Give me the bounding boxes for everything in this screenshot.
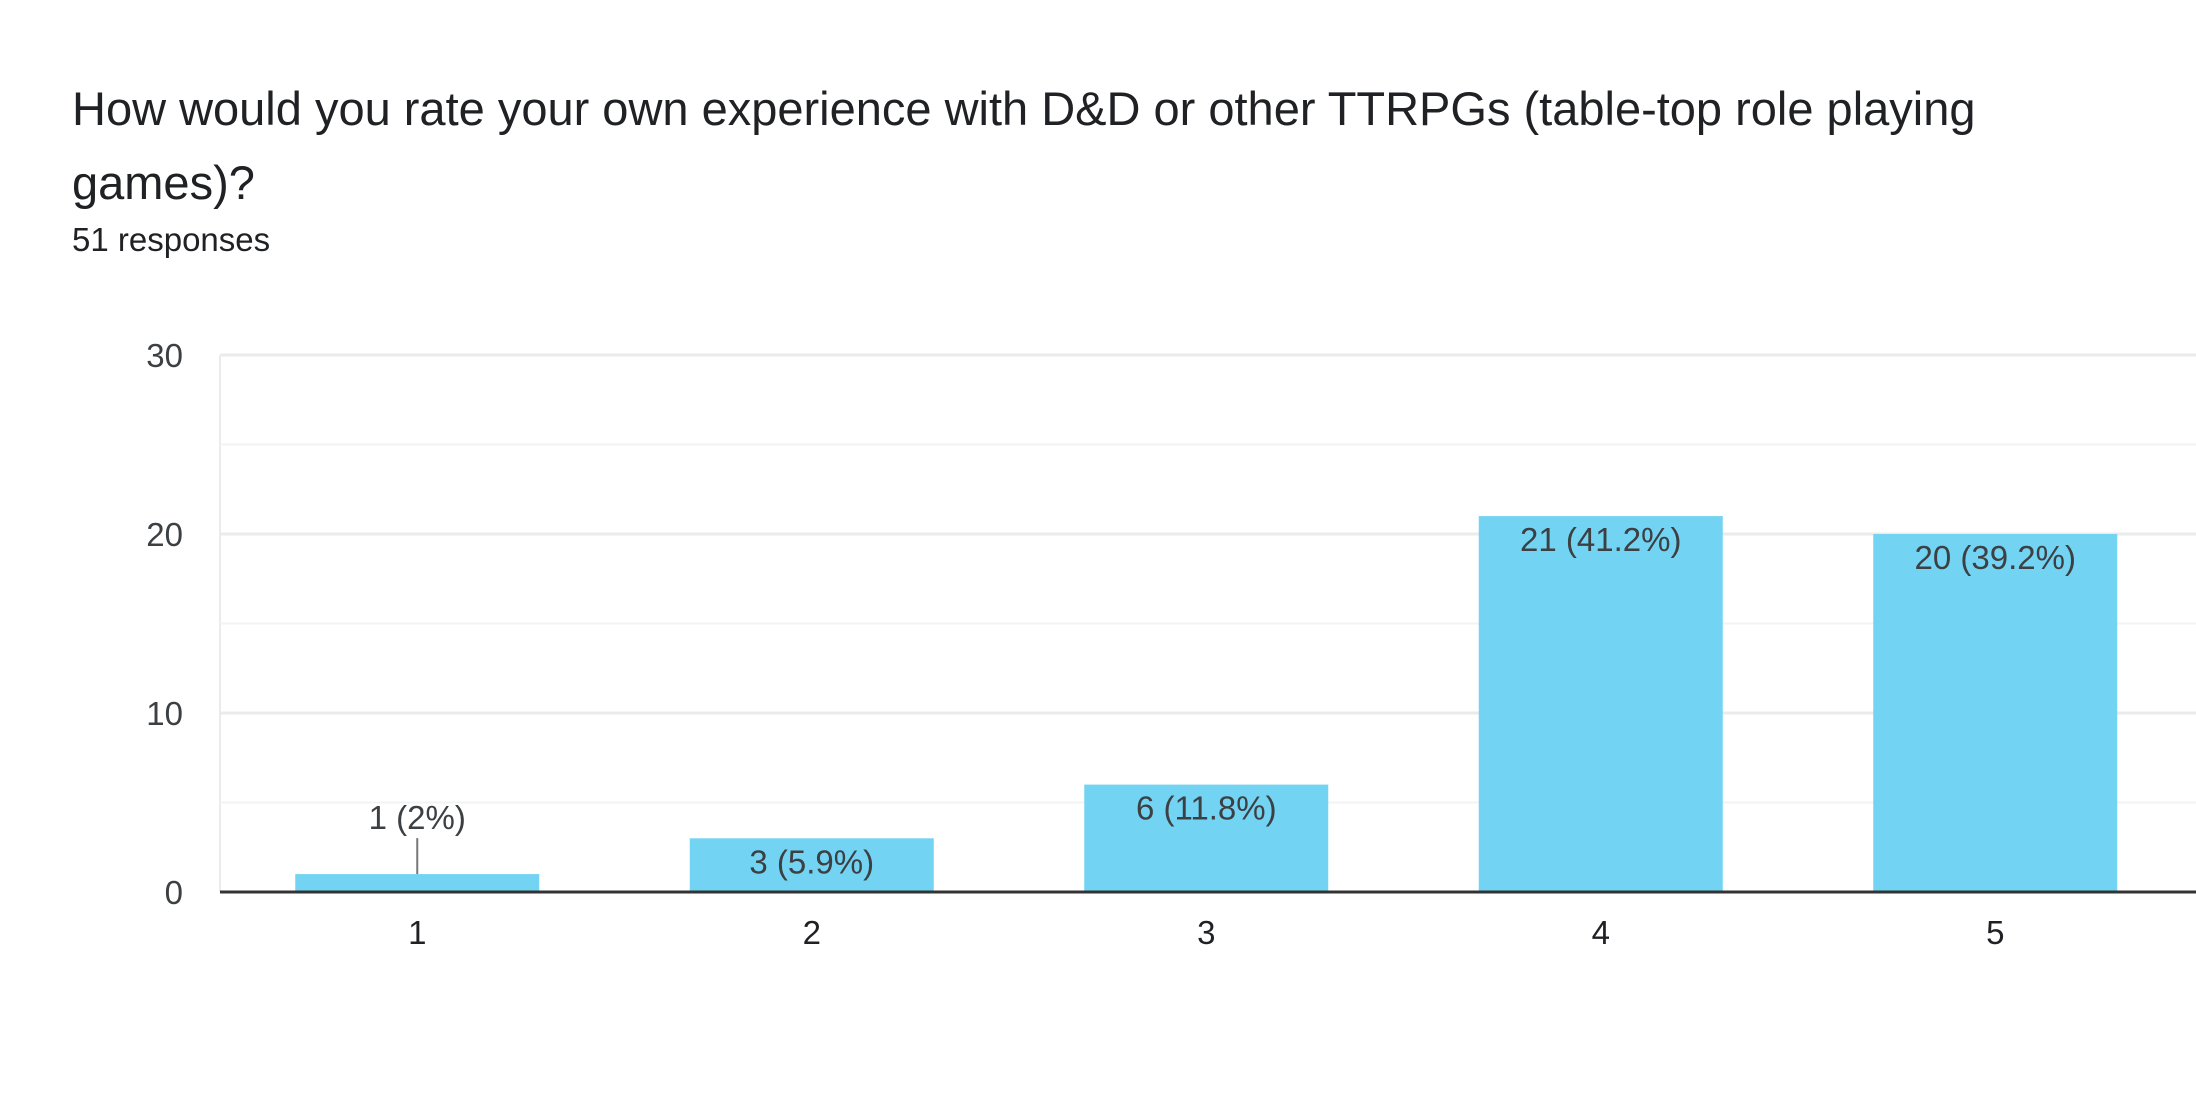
y-axis-ticks: 0 10 20 30	[146, 337, 183, 911]
question-title: How would you rate your own experience w…	[72, 82, 1976, 209]
x-tick-label: 5	[1986, 914, 2004, 951]
y-tick-label: 20	[146, 516, 183, 553]
data-label: 20 (39.2%)	[1915, 539, 2076, 576]
data-label: 6 (11.8%)	[1136, 790, 1277, 827]
bar	[1084, 784, 1329, 892]
x-axis-ticks: 1 2 3 4 5	[220, 890, 2196, 951]
x-tick-label: 2	[803, 914, 821, 951]
data-labels: 1 (2%) 3 (5.9%) 6 (11.8%) 21 (41.2%) 20 (39.…	[369, 521, 2076, 880]
bar	[689, 838, 934, 892]
x-tick-label: 3	[1197, 914, 1215, 951]
bars	[295, 516, 2118, 892]
bar	[295, 874, 540, 892]
x-tick-label: 1	[408, 914, 426, 951]
y-tick-label: 10	[146, 695, 183, 732]
data-label: 1 (2%)	[369, 799, 466, 836]
x-tick-label: 4	[1592, 914, 1610, 951]
y-tick-label: 30	[146, 337, 183, 374]
bar	[1873, 534, 2118, 892]
gridlines	[219, 353, 2196, 892]
y-tick-label: 0	[165, 874, 183, 911]
data-label: 3 (5.9%)	[749, 843, 874, 880]
response-count: 51 responses	[72, 221, 271, 258]
data-label: 21 (41.2%)	[1520, 521, 1681, 558]
bar	[1478, 516, 1723, 892]
